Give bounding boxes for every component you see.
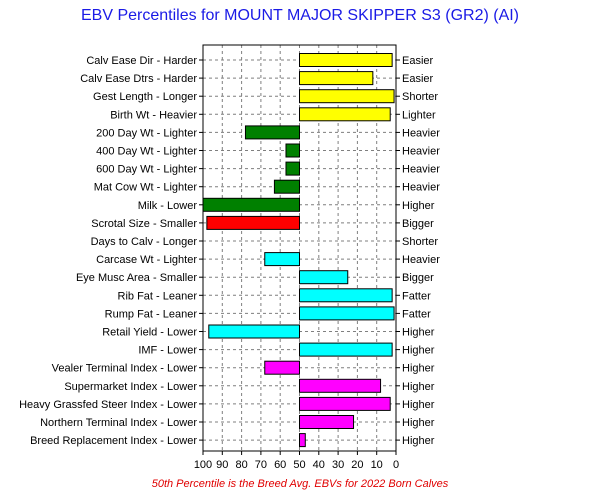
percentile-bar bbox=[299, 89, 395, 104]
x-tick-label: 10 bbox=[371, 459, 383, 471]
trait-label: Eye Musc Area - Smaller bbox=[76, 272, 197, 284]
trait-label: 600 Day Wt - Lighter bbox=[96, 164, 197, 176]
trait-label: IMF - Lower bbox=[138, 345, 197, 357]
direction-label: Higher bbox=[402, 399, 435, 411]
label-layer: Calv Ease Dir - Harder Easier Calv Ease Dt… bbox=[19, 55, 440, 447]
x-tick-label: 40 bbox=[313, 459, 325, 471]
direction-label: Heavier bbox=[402, 164, 440, 176]
direction-label: Easier bbox=[402, 55, 434, 67]
percentile-bar bbox=[299, 107, 391, 122]
trait-label: Days to Calv - Longer bbox=[91, 236, 198, 248]
x-tick-label: 70 bbox=[255, 459, 267, 471]
percentile-bar bbox=[299, 415, 355, 429]
direction-label: Heavier bbox=[402, 146, 440, 158]
direction-label: Higher bbox=[402, 435, 435, 447]
trait-label: Calv Ease Dtrs - Harder bbox=[80, 73, 197, 85]
x-tick-label: 60 bbox=[274, 459, 286, 471]
trait-label: Mat Cow Wt - Lighter bbox=[94, 182, 198, 194]
trait-label: Scrotal Size - Smaller bbox=[91, 218, 197, 230]
trait-label: Vealer Terminal Index - Lower bbox=[52, 363, 198, 375]
direction-label: Shorter bbox=[402, 236, 438, 248]
direction-label: Fatter bbox=[402, 308, 431, 320]
x-tick-label: 30 bbox=[332, 459, 344, 471]
trait-label: Milk - Lower bbox=[138, 200, 198, 212]
chart-footnote: 50th Percentile is the Breed Avg. EBVs f… bbox=[152, 478, 449, 490]
direction-label: Bigger bbox=[402, 272, 434, 284]
x-tick-label: 0 bbox=[393, 459, 399, 471]
direction-label: Higher bbox=[402, 345, 435, 357]
x-tick-label: 20 bbox=[351, 459, 363, 471]
percentile-bar bbox=[208, 324, 300, 339]
direction-label: Bigger bbox=[402, 218, 434, 230]
trait-label: Northern Terminal Index - Lower bbox=[40, 417, 197, 429]
trait-label: Heavy Grassfed Steer Index - Lower bbox=[19, 399, 197, 411]
direction-label: Heavier bbox=[402, 254, 440, 266]
percentile-bar bbox=[299, 342, 393, 357]
x-tick-label: 50 bbox=[293, 459, 305, 471]
percentile-bar bbox=[285, 161, 300, 176]
percentile-bar bbox=[273, 179, 301, 194]
percentile-bar bbox=[299, 270, 349, 285]
percentile-bar bbox=[299, 71, 374, 86]
x-tick-label: 100 bbox=[194, 459, 212, 471]
direction-label: Shorter bbox=[402, 91, 438, 103]
trait-label: Retail Yield - Lower bbox=[102, 327, 197, 339]
percentile-bar bbox=[299, 53, 393, 67]
trait-label: Gest Length - Longer bbox=[93, 91, 197, 103]
trait-label: 400 Day Wt - Lighter bbox=[96, 146, 197, 158]
x-tick-label: 80 bbox=[235, 459, 247, 471]
trait-label: Calv Ease Dir - Harder bbox=[86, 55, 197, 67]
trait-label: Rib Fat - Leaner bbox=[118, 290, 198, 302]
x-tick-label: 90 bbox=[216, 459, 228, 471]
direction-label: Higher bbox=[402, 417, 435, 429]
direction-label: Higher bbox=[402, 200, 435, 212]
tick-layer: 100 90 80 70 60 50 40 30 20 10 0 bbox=[194, 59, 400, 471]
trait-label: 200 Day Wt - Lighter bbox=[96, 127, 197, 139]
trait-label: Supermarket Index - Lower bbox=[64, 381, 197, 393]
percentile-bar bbox=[299, 306, 395, 321]
percentile-bar bbox=[244, 125, 301, 140]
chart-title: EBV Percentiles for MOUNT MAJOR SKIPPER … bbox=[81, 7, 519, 24]
percentile-bar bbox=[299, 378, 382, 393]
direction-label: Higher bbox=[402, 381, 435, 393]
direction-label: Easier bbox=[402, 73, 434, 85]
bar-layer bbox=[202, 53, 395, 448]
percentile-bar bbox=[299, 396, 391, 411]
direction-label: Fatter bbox=[402, 290, 431, 302]
percentile-bar bbox=[299, 433, 306, 448]
percentile-bar bbox=[264, 360, 301, 375]
percentile-bar bbox=[299, 288, 393, 303]
percentile-bar bbox=[202, 197, 300, 212]
trait-label: Carcase Wt - Lighter bbox=[96, 254, 197, 266]
direction-label: Higher bbox=[402, 327, 435, 339]
percentile-bar bbox=[264, 252, 301, 267]
direction-label: Lighter bbox=[402, 109, 436, 121]
direction-label: Higher bbox=[402, 363, 435, 375]
percentile-bar bbox=[206, 215, 300, 230]
percentile-bar bbox=[285, 143, 300, 158]
direction-label: Heavier bbox=[402, 182, 440, 194]
direction-label: Heavier bbox=[402, 127, 440, 139]
trait-label: Rump Fat - Leaner bbox=[105, 308, 198, 320]
trait-label: Birth Wt - Heavier bbox=[110, 109, 197, 121]
trait-label: Breed Replacement Index - Lower bbox=[30, 435, 197, 447]
